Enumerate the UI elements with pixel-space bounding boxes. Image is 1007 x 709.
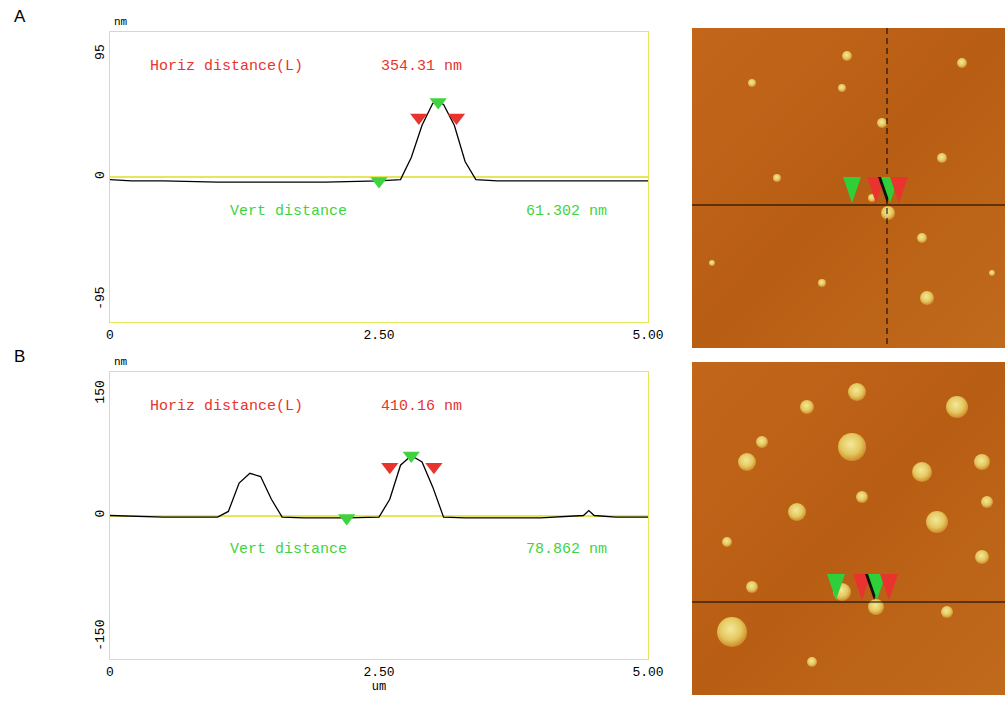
- svg-text:150: 150: [93, 380, 108, 403]
- svg-text:0: 0: [106, 328, 114, 343]
- svg-text:B: B: [14, 347, 25, 366]
- svg-text:0: 0: [93, 171, 108, 179]
- svg-text:354.31 nm: 354.31 nm: [381, 58, 462, 75]
- svg-text:2.50: 2.50: [363, 328, 394, 343]
- svg-text:410.16 nm: 410.16 nm: [381, 398, 462, 415]
- svg-text:0: 0: [106, 665, 114, 680]
- svg-text:78.862 nm: 78.862 nm: [526, 541, 607, 558]
- svg-text:nm: nm: [114, 356, 128, 368]
- svg-text:5.00: 5.00: [632, 328, 663, 343]
- svg-text:Horiz distance(L): Horiz distance(L): [150, 58, 303, 75]
- svg-text:2.50: 2.50: [363, 665, 394, 680]
- svg-text:5.00: 5.00: [632, 665, 663, 680]
- svg-text:Vert distance: Vert distance: [230, 541, 347, 558]
- svg-text:95: 95: [93, 44, 108, 60]
- svg-text:A: A: [14, 7, 26, 26]
- svg-text:-150: -150: [93, 620, 108, 651]
- svg-text:Horiz distance(L): Horiz distance(L): [150, 398, 303, 415]
- svg-text:um: um: [372, 680, 386, 694]
- svg-text:-95: -95: [93, 286, 108, 309]
- svg-text:61.302 nm: 61.302 nm: [526, 203, 607, 220]
- svg-text:0: 0: [93, 510, 108, 518]
- svg-text:nm: nm: [114, 16, 128, 28]
- svg-text:Vert distance: Vert distance: [230, 203, 347, 220]
